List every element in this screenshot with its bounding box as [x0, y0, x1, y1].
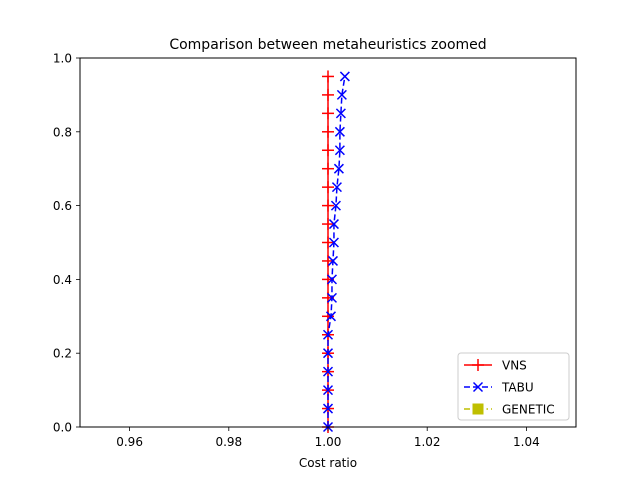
x-tick-label: 0.98: [215, 435, 242, 449]
legend-entry-vns: VNS: [464, 359, 527, 373]
legend-label-genetic: GENETIC: [502, 403, 555, 417]
data-point-tabu: [322, 366, 334, 377]
legend-marker-genetic: [472, 403, 484, 415]
x-tick-label: 0.96: [116, 435, 143, 449]
series-tabu: [322, 71, 350, 433]
data-point-vns: [322, 162, 334, 175]
data-point-tabu: [334, 145, 345, 156]
data-point-tabu: [334, 126, 345, 137]
y-tick-label: 0.0: [53, 421, 72, 435]
y-tick-label: 0.4: [53, 273, 72, 287]
y-tick-label: 0.8: [53, 125, 72, 139]
data-point-tabu: [328, 237, 339, 248]
legend-label-vns: VNS: [502, 359, 527, 373]
data-layer: [322, 70, 350, 433]
data-point-tabu: [328, 219, 339, 230]
legend-marker-tabu: [472, 381, 484, 393]
data-point-tabu: [322, 348, 334, 359]
legend-entry-tabu: TABU: [464, 381, 534, 395]
data-point-vns: [322, 88, 334, 101]
data-point-vns: [322, 70, 334, 83]
data-point-vns: [322, 144, 334, 157]
data-point-tabu: [327, 255, 338, 266]
y-tick-label: 0.6: [53, 199, 72, 213]
x-tick-label: 1.00: [315, 435, 342, 449]
data-point-tabu: [322, 329, 334, 340]
legend-entry-genetic: GENETIC: [464, 403, 555, 417]
x-axis-ticks: 0.96 0.98 1.00 1.02 1.04: [116, 427, 540, 449]
data-point-tabu: [339, 71, 350, 82]
series-line-tabu: [327, 76, 346, 427]
data-point-tabu: [322, 385, 334, 396]
x-tick-label: 1.04: [513, 435, 540, 449]
data-point-tabu: [325, 311, 337, 322]
data-point-tabu: [333, 163, 344, 174]
x-axis-label: Cost ratio: [299, 456, 357, 470]
chart-title: Comparison between metaheuristics zoomed: [169, 37, 486, 53]
data-point-vns: [322, 125, 334, 138]
legend-marker-vns: [472, 359, 484, 371]
data-point-tabu: [322, 403, 334, 414]
data-point-tabu: [335, 108, 346, 119]
x-tick-label: 1.02: [414, 435, 441, 449]
data-point-vns: [322, 181, 334, 194]
y-axis-ticks: 0.0 0.2 0.4 0.6 0.8 1.0: [53, 52, 80, 435]
legend-label-tabu: TABU: [501, 381, 534, 395]
data-point-vns: [322, 218, 334, 231]
data-point-tabu: [326, 274, 337, 285]
data-point-vns: [322, 236, 334, 249]
data-point-tabu: [336, 89, 347, 100]
legend-box: [457, 352, 570, 421]
data-point-tabu: [326, 292, 337, 303]
y-tick-label: 0.2: [53, 347, 72, 361]
data-point-tabu: [330, 200, 341, 211]
data-point-vns: [322, 107, 334, 120]
y-tick-label: 1.0: [53, 52, 72, 66]
legend: VNS TABU GENETIC: [457, 352, 570, 421]
data-point-vns: [322, 199, 334, 212]
data-point-tabu: [331, 182, 342, 193]
